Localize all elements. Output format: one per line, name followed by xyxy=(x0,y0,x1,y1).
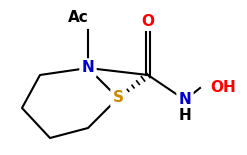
Text: O: O xyxy=(142,15,155,29)
Text: S: S xyxy=(112,91,124,106)
Text: H: H xyxy=(179,108,191,124)
Text: N: N xyxy=(82,60,94,75)
Text: Ac: Ac xyxy=(68,11,88,26)
Text: OH: OH xyxy=(210,80,236,95)
Text: N: N xyxy=(179,93,191,108)
